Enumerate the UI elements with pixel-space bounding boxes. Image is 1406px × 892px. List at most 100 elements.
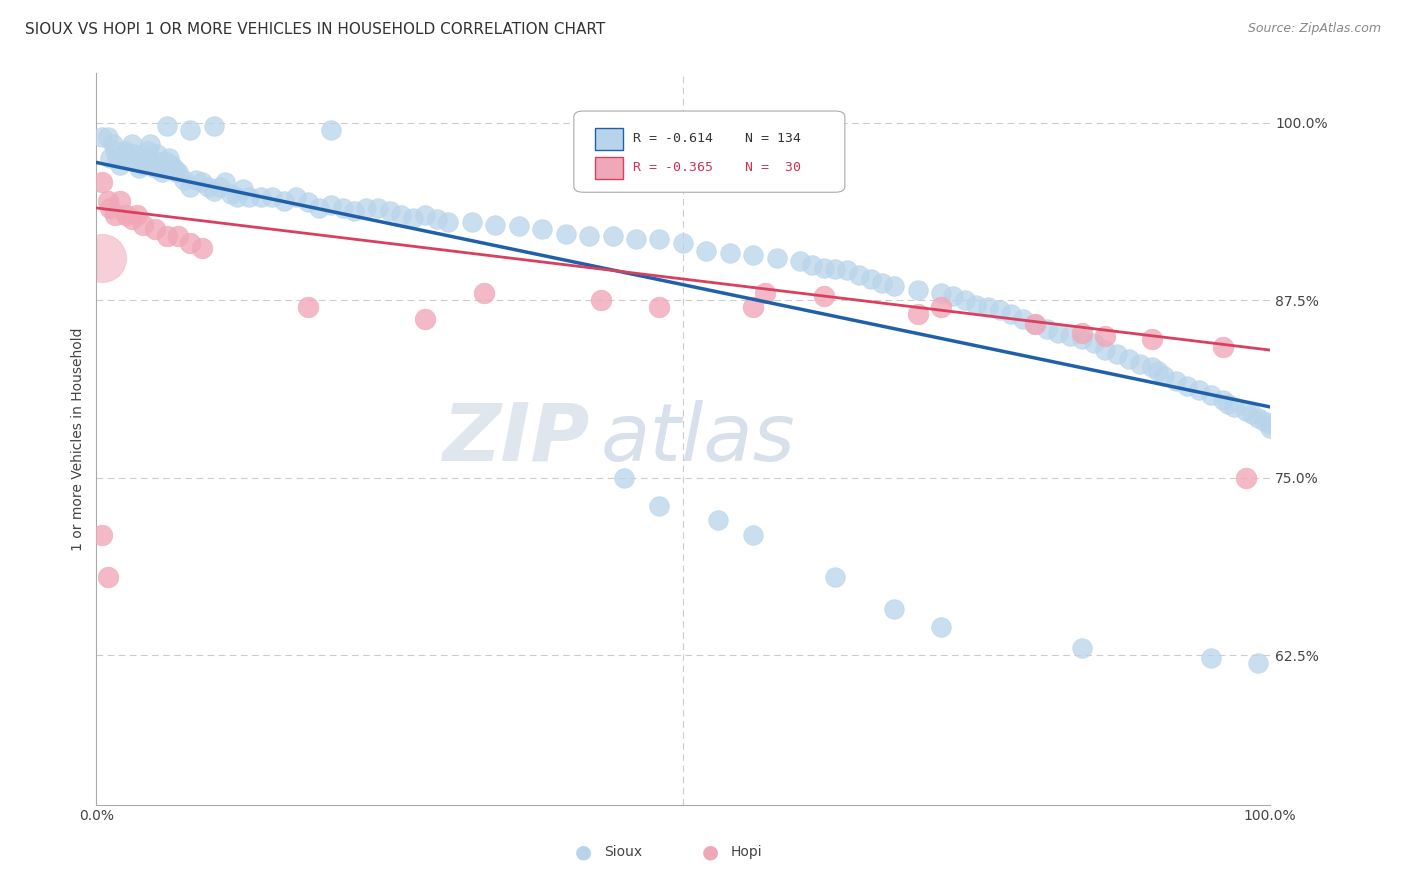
Point: [167, 165, 190, 179]
Point: [143, 222, 166, 236]
Point: [1118, 351, 1140, 366]
Point: [965, 297, 987, 311]
Point: [114, 144, 136, 158]
Point: [413, 208, 436, 222]
Point: [197, 179, 219, 194]
Point: [146, 147, 169, 161]
Point: [91, 175, 114, 189]
Point: [97, 570, 120, 584]
Point: [883, 601, 905, 615]
Point: [297, 195, 319, 210]
Point: [1253, 414, 1275, 428]
Point: [977, 301, 1000, 315]
Point: [1047, 326, 1070, 340]
Point: [742, 248, 765, 262]
Text: ●: ●: [575, 842, 592, 862]
Point: [262, 189, 284, 203]
Point: [118, 150, 141, 164]
Point: [613, 471, 636, 485]
Point: [907, 308, 929, 322]
Point: [163, 161, 186, 176]
Point: [208, 179, 231, 194]
Point: [367, 201, 389, 215]
Point: [437, 215, 460, 229]
Text: Sioux: Sioux: [605, 845, 643, 859]
Point: [127, 208, 149, 222]
Point: [461, 215, 484, 229]
Point: [1199, 651, 1222, 665]
Point: [1212, 340, 1234, 354]
Point: [1212, 392, 1234, 407]
Point: [319, 198, 342, 212]
Point: [150, 165, 173, 179]
Point: [624, 232, 647, 246]
FancyBboxPatch shape: [595, 128, 623, 150]
Point: [273, 194, 295, 208]
Point: [378, 203, 401, 218]
Point: [297, 301, 319, 315]
Point: [754, 286, 776, 301]
Point: [554, 227, 576, 241]
Point: [1240, 407, 1263, 421]
Point: [695, 244, 717, 258]
Point: [111, 151, 134, 165]
Point: [153, 161, 176, 176]
Point: [1177, 378, 1199, 392]
Point: [648, 500, 671, 514]
Point: [988, 303, 1011, 318]
Point: [125, 155, 148, 169]
Point: [332, 201, 354, 215]
Point: [108, 194, 131, 208]
Point: [249, 189, 271, 203]
Point: [929, 286, 952, 301]
Point: [589, 293, 612, 308]
Point: [1035, 321, 1057, 335]
Point: [1147, 364, 1170, 378]
Point: [173, 172, 195, 186]
Point: [142, 158, 165, 172]
Point: [97, 194, 120, 208]
Point: [1258, 417, 1281, 431]
Point: [1153, 368, 1175, 383]
Point: [824, 262, 846, 277]
Point: [1164, 374, 1187, 388]
Point: [1024, 318, 1046, 332]
Point: [191, 241, 214, 255]
Point: [929, 301, 952, 315]
Point: [1234, 404, 1257, 418]
Point: [214, 175, 236, 189]
Point: [883, 279, 905, 293]
Text: ZIP: ZIP: [441, 400, 589, 478]
Point: [813, 260, 835, 275]
Point: [135, 151, 157, 165]
Point: [1105, 347, 1128, 361]
Point: [859, 272, 882, 286]
Point: [91, 251, 114, 265]
Point: [179, 236, 201, 251]
Point: [202, 184, 225, 198]
Point: [122, 147, 145, 161]
Point: [132, 218, 155, 232]
Point: [1247, 656, 1270, 670]
Point: [907, 283, 929, 297]
Point: [165, 165, 187, 179]
Point: [789, 253, 811, 268]
Point: [1012, 311, 1035, 326]
Point: [824, 570, 846, 584]
Point: [531, 222, 554, 236]
Point: [872, 277, 894, 291]
Point: [157, 151, 180, 165]
FancyBboxPatch shape: [595, 157, 623, 179]
Point: [129, 151, 152, 165]
Y-axis label: 1 or more Vehicles in Household: 1 or more Vehicles in Household: [72, 327, 86, 550]
Point: [1247, 411, 1270, 425]
Point: [219, 186, 242, 201]
Text: SIOUX VS HOPI 1 OR MORE VEHICLES IN HOUSEHOLD CORRELATION CHART: SIOUX VS HOPI 1 OR MORE VEHICLES IN HOUS…: [25, 22, 606, 37]
Text: R = -0.365    N =  30: R = -0.365 N = 30: [633, 161, 800, 174]
Point: [284, 189, 307, 203]
Point: [107, 151, 129, 165]
Point: [389, 208, 412, 222]
Point: [184, 172, 207, 186]
Point: [319, 123, 342, 137]
Point: [1218, 397, 1240, 411]
